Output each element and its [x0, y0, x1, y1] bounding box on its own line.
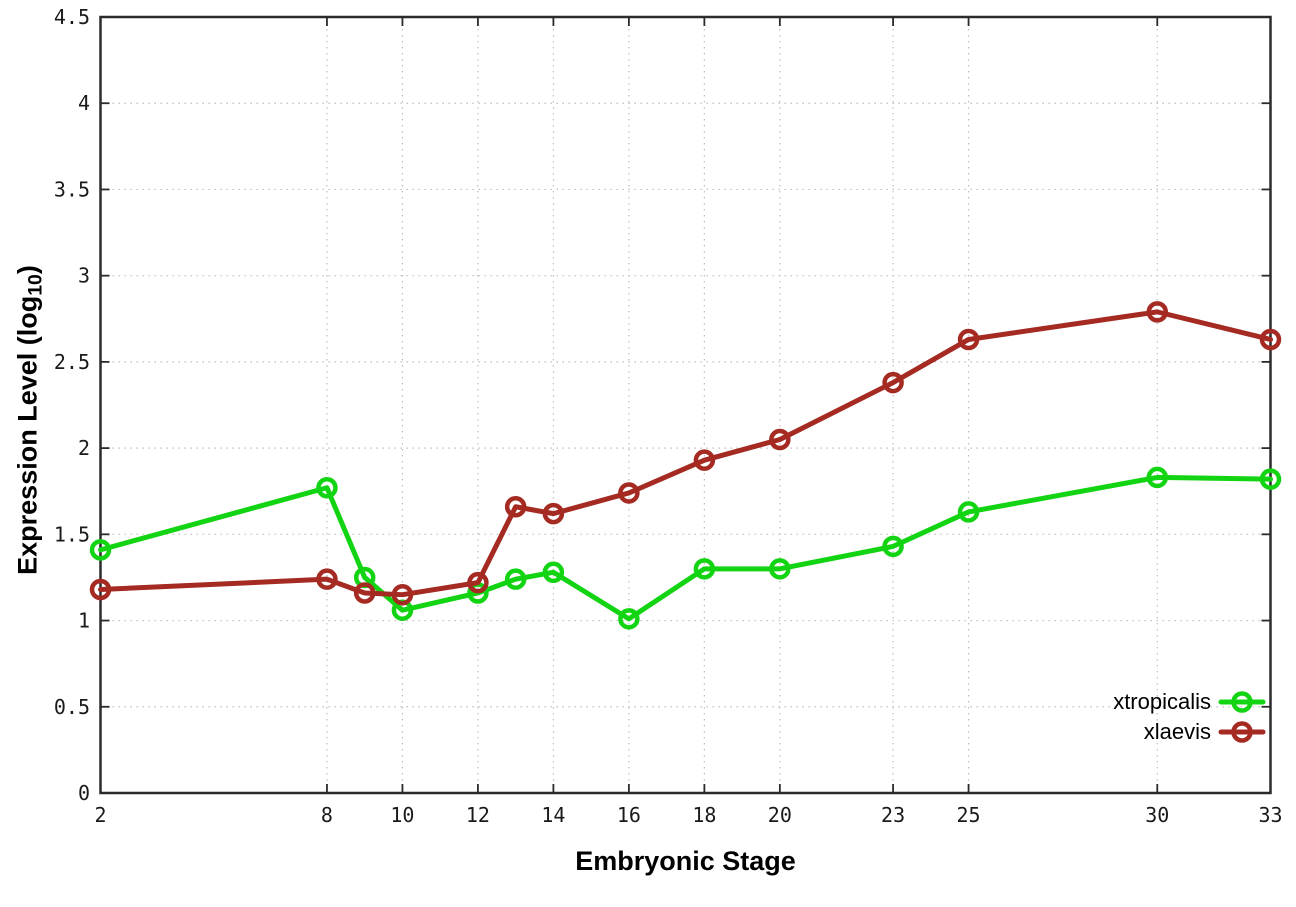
y-tick-label: 1 [78, 609, 90, 633]
data-point-xlaevis [316, 568, 338, 590]
data-point-xtropicalis [542, 561, 565, 584]
data-point-xtropicalis [89, 539, 112, 561]
x-tick-label: 25 [957, 803, 981, 827]
x-tick-label: 8 [321, 803, 333, 827]
data-point-xtropicalis [1146, 466, 1169, 489]
x-tick-label: 20 [768, 803, 792, 827]
data-point-xtropicalis [316, 477, 338, 499]
data-point-xtropicalis [1259, 468, 1282, 490]
y-tick-label: 0 [78, 781, 90, 805]
y-tick-label: 1.5 [54, 522, 90, 546]
y-tick-label: 4.5 [54, 5, 90, 29]
x-tick-label: 12 [466, 803, 490, 827]
y-tick-label: 3.5 [54, 177, 90, 201]
x-tick-label: 23 [881, 803, 905, 827]
legend-label-xtropicalis: xtropicalis [1113, 689, 1211, 714]
data-point-xlaevis [618, 482, 640, 504]
data-point-xlaevis [1146, 301, 1169, 323]
data-point-xlaevis [504, 495, 527, 518]
series-line-xtropicalis [98, 474, 1273, 622]
data-point-xlaevis [89, 578, 112, 601]
y-axis-label: Expression Level (log10) [12, 265, 47, 575]
legend-marker-xtropicalis [1231, 691, 1253, 713]
y-tick-label: 3 [78, 264, 90, 288]
x-tick-label: 2 [94, 803, 106, 827]
data-point-xtropicalis [504, 568, 527, 590]
data-point-xtropicalis [882, 535, 904, 558]
y-tick-label: 0.5 [54, 695, 90, 719]
data-point-xtropicalis [769, 558, 791, 580]
legend-label-xlaevis: xlaevis [1144, 719, 1211, 744]
data-point-xlaevis [1259, 328, 1282, 351]
x-tick-label: 18 [692, 803, 716, 827]
data-point-xlaevis [957, 328, 980, 351]
data-point-xlaevis [542, 502, 565, 525]
data-point-xlaevis [391, 583, 414, 606]
data-point-xlaevis [882, 371, 904, 394]
y-axis-label-suffix: ) [12, 265, 43, 275]
x-tick-label: 33 [1258, 803, 1282, 827]
data-point-xtropicalis [618, 608, 640, 630]
x-axis-label: Embryonic Stage [575, 846, 796, 876]
y-tick-label: 2.5 [54, 350, 90, 374]
y-tick-label: 2 [78, 436, 90, 460]
data-point-xlaevis [467, 571, 489, 594]
x-tick-label: 10 [390, 803, 414, 827]
y-axis-label-subscript: 10 [24, 274, 47, 296]
data-point-xtropicalis [693, 558, 716, 580]
data-point-xlaevis [769, 428, 791, 451]
x-tick-label: 14 [541, 803, 565, 827]
data-point-xlaevis [353, 582, 376, 604]
y-tick-label: 4 [78, 91, 90, 115]
data-point-xtropicalis [957, 501, 980, 523]
plot-border [99, 15, 1272, 795]
y-axis-label-text: Expression Level (log [12, 295, 43, 575]
x-tick-label: 30 [1145, 803, 1169, 827]
series-line-xlaevis [98, 309, 1273, 598]
legend-marker-xlaevis [1231, 721, 1253, 743]
data-point-xlaevis [693, 449, 716, 471]
x-tick-label: 16 [617, 803, 641, 827]
